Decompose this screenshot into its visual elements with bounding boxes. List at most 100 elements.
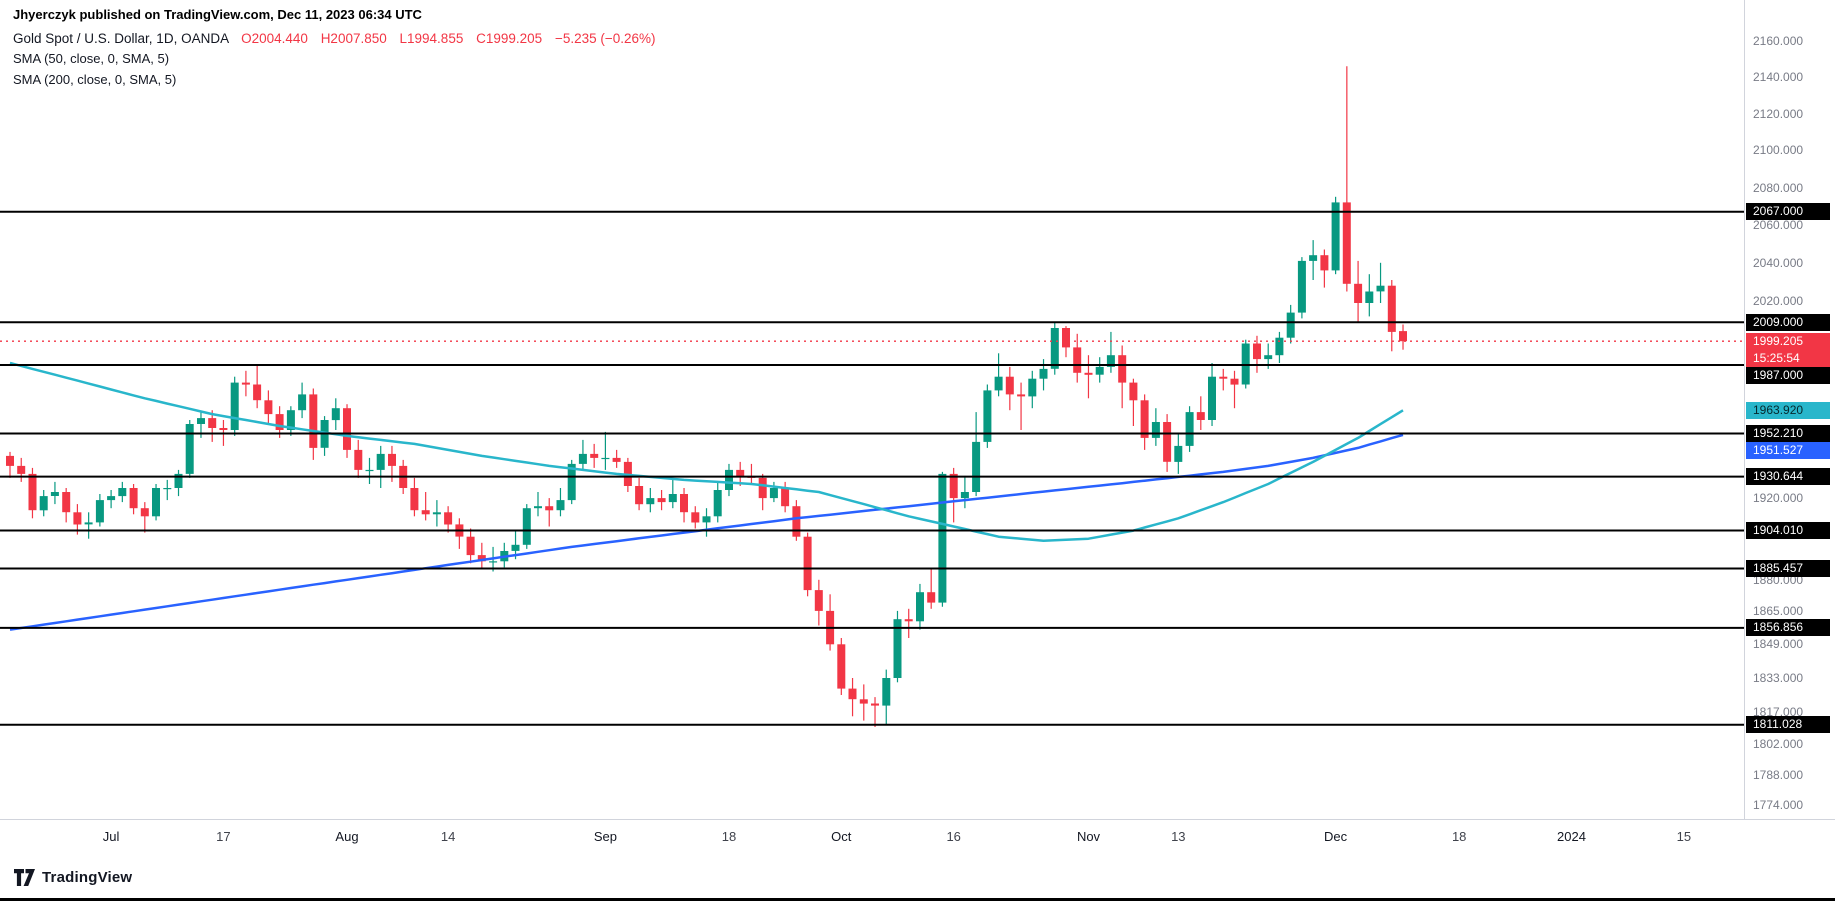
footer: TradingView bbox=[14, 865, 132, 889]
candle-body bbox=[1309, 255, 1318, 261]
candle-body bbox=[1005, 376, 1014, 395]
candle-body bbox=[545, 506, 554, 511]
level-price-badge: 1952.210 bbox=[1746, 425, 1830, 442]
candle-body bbox=[421, 510, 430, 515]
level-price-badge: 1856.856 bbox=[1746, 619, 1830, 637]
candle-body bbox=[185, 424, 194, 474]
candle-body bbox=[1342, 202, 1351, 284]
price-tick-label: 2140.000 bbox=[1753, 70, 1804, 85]
candle-body bbox=[511, 544, 520, 551]
candle-body bbox=[241, 382, 250, 385]
candle-body bbox=[848, 688, 857, 700]
candle-body bbox=[376, 453, 385, 470]
price-tick-label: 2100.000 bbox=[1753, 143, 1804, 158]
candle-body bbox=[388, 453, 396, 466]
candle-body bbox=[1185, 412, 1194, 446]
level-price-badge: 2009.000 bbox=[1746, 313, 1830, 331]
indicator-sma50-legend[interactable]: SMA (50, close, 0, SMA, 5) bbox=[13, 51, 170, 66]
candle-body bbox=[1399, 331, 1407, 342]
candle-body bbox=[960, 492, 969, 499]
candle-body bbox=[1174, 445, 1183, 462]
candle-body bbox=[1062, 328, 1070, 348]
candle-body bbox=[73, 512, 82, 525]
candle-body bbox=[1275, 337, 1284, 356]
candle-body bbox=[983, 390, 992, 442]
candle-body bbox=[286, 410, 295, 430]
time-axis-label: Nov bbox=[1076, 829, 1101, 844]
candle-body bbox=[781, 488, 790, 507]
time-axis[interactable]: Jul 17 Aug 14 Sep 18 Oct 16 Nov 13 Dec 18 2024 15 bbox=[0, 819, 1835, 861]
candle-body bbox=[107, 496, 116, 501]
candle-body bbox=[713, 490, 722, 517]
candle-body bbox=[466, 536, 475, 556]
candle-body bbox=[1163, 422, 1172, 462]
candle-body bbox=[1219, 376, 1228, 379]
time-axis-label: 16 bbox=[946, 829, 961, 844]
candle-body bbox=[84, 522, 93, 525]
bottom-border bbox=[0, 898, 1835, 901]
candle-body bbox=[444, 512, 453, 525]
candle-body bbox=[556, 500, 565, 511]
ohlc-close-value: C1999.205 bbox=[476, 31, 543, 46]
candle-body bbox=[691, 512, 700, 523]
candle-body bbox=[1253, 343, 1261, 360]
candle-body bbox=[916, 592, 924, 622]
candle-body bbox=[1140, 400, 1149, 438]
price-tick-label: 2060.000 bbox=[1753, 218, 1804, 232]
price-tick-label: 1849.000 bbox=[1753, 637, 1804, 652]
tradingview-logo-icon[interactable] bbox=[14, 868, 35, 886]
candle-body bbox=[758, 477, 767, 499]
candle-body bbox=[208, 418, 217, 428]
candle-body bbox=[1151, 422, 1160, 438]
chart-plot-area[interactable] bbox=[0, 0, 1744, 819]
candle-body bbox=[1095, 366, 1104, 375]
candle-body bbox=[837, 644, 846, 689]
candle-body bbox=[118, 488, 127, 497]
price-tick-label: 1833.000 bbox=[1753, 671, 1804, 685]
time-axis-label: 2024 bbox=[1557, 829, 1586, 844]
price-tick-label: 2080.000 bbox=[1753, 180, 1804, 195]
candle-body bbox=[95, 500, 104, 523]
candle-body bbox=[567, 463, 576, 501]
candle-body bbox=[635, 486, 644, 505]
candle-body bbox=[534, 506, 542, 509]
candle-body bbox=[1106, 355, 1115, 367]
level-price-badge: 2067.000 bbox=[1746, 203, 1830, 221]
candle-body bbox=[871, 703, 879, 706]
candle-body bbox=[736, 469, 745, 476]
price-tick-label: 1920.000 bbox=[1753, 491, 1804, 506]
price-tick-label: 1774.000 bbox=[1753, 798, 1804, 812]
price-tick-label: 1865.000 bbox=[1753, 603, 1804, 618]
candle-body bbox=[904, 619, 913, 622]
candle-body bbox=[410, 488, 419, 511]
time-axis-label: Dec bbox=[1324, 829, 1348, 844]
candle-body bbox=[803, 536, 812, 591]
time-axis-label: 18 bbox=[1451, 829, 1467, 844]
time-axis-label: Sep bbox=[593, 829, 617, 844]
level-price-badge: 1885.457 bbox=[1746, 560, 1830, 577]
candle-body bbox=[893, 619, 902, 678]
tradingview-brand-text[interactable]: TradingView bbox=[42, 868, 133, 886]
price-tick-label: 1802.000 bbox=[1753, 737, 1804, 752]
price-tick-label: 2120.000 bbox=[1753, 106, 1804, 121]
indicator-sma200-legend[interactable]: SMA (200, close, 0, SMA, 5) bbox=[13, 72, 177, 87]
candle-body bbox=[354, 449, 363, 470]
price-axis[interactable]: 2160.000 2140.000 2120.000 2100.000 2080.000… bbox=[1744, 0, 1835, 819]
candle-body bbox=[657, 498, 666, 503]
candle-body bbox=[489, 561, 498, 563]
price-tick-label: 1788.000 bbox=[1753, 767, 1804, 782]
candle-body bbox=[309, 394, 318, 448]
candle-body bbox=[938, 473, 947, 603]
symbol-title[interactable]: Gold Spot / U.S. Dollar, 1D, OANDA bbox=[13, 31, 229, 46]
candle-body bbox=[365, 469, 374, 472]
level-price-badge: 1987.000 bbox=[1746, 366, 1830, 384]
ohlc-low-value: L1994.855 bbox=[399, 31, 464, 46]
candle-body bbox=[1028, 378, 1037, 397]
candle-body bbox=[1286, 312, 1295, 338]
candle-body bbox=[1050, 328, 1059, 369]
candle-body bbox=[140, 508, 149, 517]
candle-body bbox=[197, 418, 205, 424]
time-axis-label: 13 bbox=[1171, 829, 1186, 844]
candle-body bbox=[432, 512, 441, 515]
